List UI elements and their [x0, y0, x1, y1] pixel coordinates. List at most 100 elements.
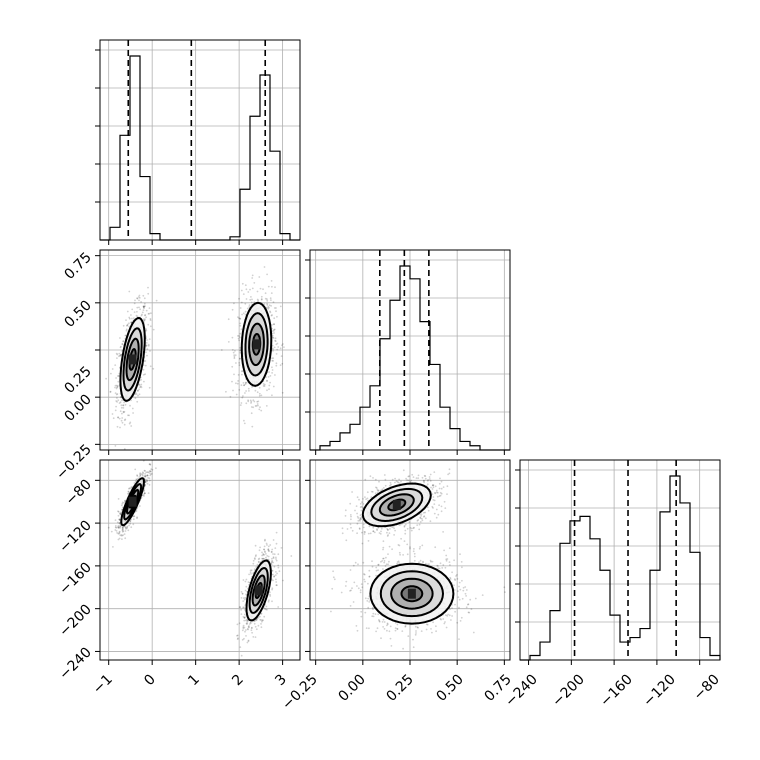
sample-point [263, 385, 266, 387]
sample-point [364, 478, 367, 481]
sample-point [431, 560, 434, 563]
sample-point [283, 346, 285, 348]
sample-point [429, 473, 432, 476]
sample-point [117, 416, 119, 419]
sample-point [280, 547, 283, 549]
sample-point [119, 426, 121, 429]
sample-point [114, 386, 116, 389]
sample-point [360, 516, 363, 519]
sample-point [357, 563, 359, 566]
sample-point [250, 629, 253, 632]
sample-point [143, 319, 145, 322]
sample-point [119, 534, 122, 537]
sample-point [404, 532, 407, 535]
sample-point [145, 316, 148, 319]
sample-point [273, 575, 275, 578]
sample-point [360, 509, 363, 512]
sample-point [402, 469, 405, 472]
sample-point [260, 298, 263, 300]
sample-point [141, 471, 144, 474]
sample-point [227, 341, 230, 343]
sample-point [250, 573, 252, 575]
sample-point [265, 553, 267, 555]
sample-point [370, 496, 373, 498]
sample-point [387, 534, 389, 536]
sample-point [429, 520, 432, 523]
sample-point [263, 558, 265, 560]
sample-point [432, 496, 435, 498]
sample-point [359, 502, 362, 505]
sample-point [260, 394, 263, 397]
sample-point [439, 491, 442, 494]
sample-point [269, 593, 271, 596]
sample-point [145, 351, 147, 354]
sample-point [357, 517, 360, 519]
sample-point [141, 473, 144, 476]
sample-point [245, 593, 248, 596]
sample-point [254, 625, 257, 628]
sample-point [144, 373, 147, 376]
sample-point [268, 384, 271, 387]
sample-point [143, 307, 145, 310]
sample-point [267, 548, 270, 551]
sample-point [262, 557, 265, 560]
sample-point [444, 507, 447, 509]
sample-point [349, 523, 352, 526]
sample-point [250, 569, 253, 572]
sample-point [270, 551, 273, 554]
sample-point [269, 311, 272, 314]
density-contour [248, 322, 265, 367]
sample-point [431, 488, 434, 490]
sample-point [259, 406, 261, 409]
sample-point [258, 276, 261, 278]
sample-point [372, 530, 375, 533]
sample-point [367, 540, 370, 542]
sample-point [141, 313, 143, 316]
sample-point [149, 474, 152, 477]
sample-point [345, 580, 348, 583]
sample-point [272, 561, 274, 564]
sample-point [449, 578, 452, 580]
sample-point [419, 559, 422, 562]
sample-point [431, 493, 434, 495]
sample-point [246, 620, 249, 623]
sample-point [277, 566, 280, 569]
sample-point [119, 396, 122, 399]
sample-point [124, 418, 127, 421]
sample-point [243, 637, 245, 640]
density-peak [128, 496, 137, 507]
sample-point [124, 526, 127, 528]
sample-point [124, 403, 127, 406]
sample-point [252, 406, 255, 409]
sample-point [240, 613, 243, 615]
sample-point [117, 538, 120, 541]
sample-point [275, 343, 278, 346]
sample-point [130, 314, 132, 316]
sample-point [382, 540, 385, 543]
sample-point [236, 382, 239, 385]
sample-point [231, 380, 233, 383]
sample-point [247, 387, 250, 390]
sample-point [503, 586, 506, 589]
sample-point [235, 362, 237, 364]
sample-point [409, 480, 412, 483]
sample-point [257, 624, 260, 627]
sample-point [364, 531, 366, 533]
sample-point [117, 532, 120, 535]
sample-point [350, 526, 352, 529]
sample-point [149, 325, 152, 328]
sample-point [251, 287, 254, 290]
sample-point [128, 487, 130, 490]
sample-point [274, 337, 277, 340]
sample-point [229, 395, 232, 398]
sample-point [136, 310, 138, 313]
sample-point [248, 626, 250, 629]
sample-point [443, 622, 446, 625]
sample-point [250, 400, 253, 403]
sample-point [115, 526, 118, 529]
sample-point [130, 486, 133, 488]
sample-point [387, 529, 389, 531]
sample-point [386, 531, 388, 534]
sample-point [236, 623, 239, 626]
sample-point [255, 405, 258, 407]
